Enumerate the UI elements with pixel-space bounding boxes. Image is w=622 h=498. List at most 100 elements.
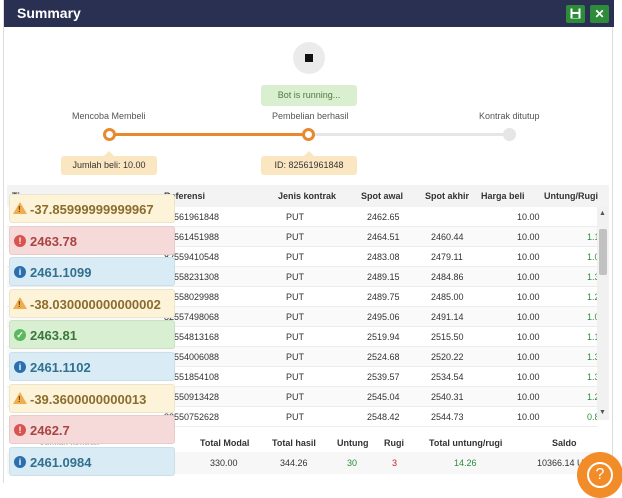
- cell-spot-end: 2540.31: [431, 392, 464, 402]
- scroll-thumb[interactable]: [599, 229, 607, 275]
- summary-header-saldo: Saldo: [552, 438, 577, 448]
- cell-spot-start: 2539.57: [367, 372, 400, 382]
- info-icon: i: [14, 266, 26, 279]
- step-node-closed: [503, 128, 516, 141]
- cell-spot-end: 2479.11: [431, 252, 463, 262]
- warning-icon: !: [13, 296, 27, 309]
- cell-spot-end: 2485.00: [431, 292, 464, 302]
- cell-type: PUT: [286, 272, 304, 282]
- info-icon: i: [14, 361, 26, 373]
- dialog-titlebar: Summary ✕: [4, 0, 614, 27]
- cell-ref: 82550752628: [164, 412, 220, 422]
- step-label-purchased: Pembelian berhasil: [272, 111, 349, 121]
- toast-text: 2461.1102: [30, 360, 91, 375]
- error-icon: !: [14, 234, 26, 247]
- cell-price: 10.00: [517, 292, 540, 302]
- cell-spot-start: 2495.06: [367, 312, 400, 322]
- toast-info[interactable]: i 2461.0984: [9, 446, 175, 476]
- cell-price: 10.00: [517, 232, 540, 242]
- toast-text: 2463.78: [30, 233, 77, 249]
- save-icon: [570, 8, 581, 19]
- scroll-up-icon[interactable]: ▲: [599, 210, 606, 217]
- help-button[interactable]: ?: [577, 452, 622, 498]
- cell-type: PUT: [286, 212, 304, 222]
- cell-ref: 82561451988: [164, 232, 220, 242]
- summary-rugi: 3: [392, 458, 398, 468]
- col-header-profit-loss: Untung/Rugi: [544, 191, 598, 201]
- close-icon: ✕: [594, 7, 605, 21]
- summary-total-modal: 330.00: [210, 458, 238, 468]
- toast-text: -39.3600000000013: [30, 391, 147, 407]
- summary-header-untung: Untung: [337, 438, 369, 448]
- cell-type: PUT: [286, 232, 304, 242]
- summary-untung: 30: [347, 458, 358, 468]
- summary-header-total-ur: Total untung/rugi: [429, 438, 503, 448]
- summary-header-rugi: Rugi: [384, 438, 404, 448]
- table-scrollbar[interactable]: ▲ ▼: [597, 207, 609, 420]
- cell-pl: 1.1: [587, 232, 600, 242]
- toast-warning[interactable]: ! -39.3600000000013: [9, 383, 175, 413]
- cell-price: 10.00: [517, 252, 540, 262]
- cell-ref: 82561961848: [164, 212, 220, 222]
- cell-price: 10.00: [517, 412, 540, 422]
- cell-price: 10.00: [517, 212, 540, 222]
- cell-type: PUT: [286, 252, 304, 262]
- toast-success[interactable]: ✓ 2463.81: [9, 320, 175, 350]
- save-button[interactable]: [566, 5, 585, 23]
- summary-total-hasil: 344.26: [280, 458, 308, 468]
- close-button[interactable]: ✕: [590, 5, 609, 23]
- cell-ref: 82557498068: [164, 312, 220, 322]
- toast-warning[interactable]: ! -38.030000000000002: [9, 288, 175, 318]
- info-icon: i: [14, 455, 26, 468]
- col-header-contract-type: Jenis kontrak: [278, 191, 337, 201]
- cell-spot-start: 2489.15: [367, 272, 400, 282]
- progress-line-pending: [311, 133, 509, 136]
- table-row[interactable]: 82550752628 PUT 2548.42 2544.73 10.00 0.8: [7, 407, 600, 427]
- toast-text: 2461.1099: [30, 265, 92, 281]
- cell-spot-start: 2548.42: [367, 412, 400, 422]
- toast-error[interactable]: ! 2463.78: [9, 225, 175, 255]
- cell-spot-end: 2515.50: [431, 332, 464, 342]
- stop-button[interactable]: [293, 42, 325, 74]
- table-row[interactable]: 82561961848 PUT 2462.65 10.00: [7, 207, 597, 227]
- cell-price: 10.00: [517, 372, 540, 382]
- cell-spot-end: 2484.86: [431, 272, 464, 282]
- cell-spot-end: 2491.14: [431, 312, 464, 322]
- buy-amount-tag: Jumlah beli: 10.00: [61, 151, 157, 175]
- toast-text: 2462.7: [30, 423, 70, 439]
- cell-pl: 1.3: [587, 372, 600, 382]
- col-header-reference: Referensi: [164, 191, 206, 201]
- error-icon: !: [14, 424, 26, 437]
- step-node-buying: [103, 128, 116, 141]
- summary-saldo: 10366.14 USD: [537, 458, 597, 468]
- cell-pl: 1.2: [587, 292, 600, 302]
- cell-pl: 0.8: [587, 412, 600, 422]
- cell-type: PUT: [286, 392, 304, 402]
- cell-spot-end: 2460.44: [431, 232, 464, 242]
- toast-info[interactable]: i 2461.1102: [9, 352, 175, 381]
- cell-price: 10.00: [517, 332, 540, 342]
- toast-error[interactable]: ! 2462.7: [9, 415, 175, 445]
- summary-header-total-modal: Total Modal: [200, 438, 250, 448]
- step-label-closed: Kontrak ditutup: [479, 111, 540, 121]
- table-row[interactable]: 82558029988 PUT 2489.75 2485.00 10.00 1.2: [7, 287, 600, 307]
- cell-ref: 82559410548: [164, 252, 220, 262]
- table-row[interactable]: 82551854108 PUT 2539.57 2534.54 10.00 1.3: [7, 367, 600, 387]
- warning-icon: !: [13, 391, 27, 404]
- col-header-spot-end: Spot akhir: [425, 191, 470, 201]
- toast-text: 2461.0984: [30, 454, 92, 470]
- cell-type: PUT: [286, 312, 304, 322]
- cell-price: 10.00: [517, 272, 540, 282]
- toast-warning[interactable]: ! -37.85999999999967: [9, 194, 175, 223]
- toast-info[interactable]: i 2461.1099: [9, 257, 175, 287]
- table-row[interactable]: 82559410548 PUT 2483.08 2479.11 10.00 1.0: [7, 247, 600, 267]
- cell-ref: 82554813168: [164, 332, 220, 342]
- cell-ref: 82558231308: [164, 272, 220, 282]
- cell-pl: 1.0: [587, 312, 600, 322]
- cell-price: 10.00: [517, 392, 540, 402]
- table-row[interactable]: 82554813168 PUT 2519.94 2515.50 10.00 1.1: [7, 327, 600, 347]
- cell-price: 10.00: [517, 312, 540, 322]
- toast-text: -38.030000000000002: [30, 296, 161, 312]
- scroll-down-icon[interactable]: ▼: [599, 409, 606, 416]
- check-icon: ✓: [14, 329, 26, 342]
